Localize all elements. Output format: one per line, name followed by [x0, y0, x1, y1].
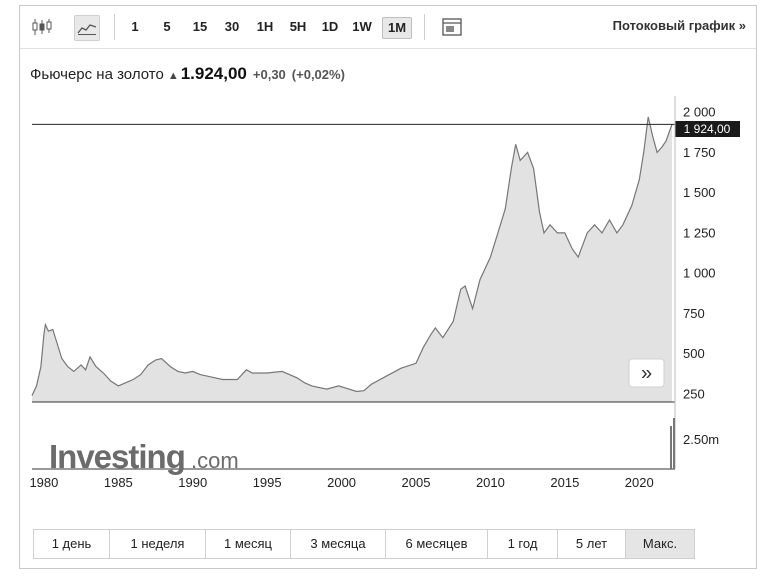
scroll-forward-button[interactable]: » [628, 358, 665, 388]
range-1-week[interactable]: 1 неделя [110, 530, 206, 558]
investing-logo: Investing .com [49, 438, 239, 475]
interval-1h[interactable]: 1H [256, 19, 274, 34]
chart-widget: 1 5 15 30 1H 5H 1D 1W 1M Потоковый графи… [19, 5, 757, 569]
price-change-percent: (+0,02%) [291, 67, 345, 82]
price-series-line [31, 116, 673, 396]
x-tick-label: 1990 [178, 475, 207, 490]
interval-15min[interactable]: 15 [192, 19, 208, 34]
interval-1m[interactable]: 1M [382, 17, 412, 39]
y-tick-label: 1 250 [683, 225, 716, 240]
volume-bars [670, 418, 675, 469]
chart-toolbar: 1 5 15 30 1H 5H 1D 1W 1M Потоковый графи… [20, 6, 756, 49]
price-area-fill [32, 116, 672, 403]
x-tick-label: 2015 [550, 475, 579, 490]
interval-1d[interactable]: 1D [321, 19, 339, 34]
x-tick-label: 1980 [29, 475, 58, 490]
toolbar-separator [424, 14, 425, 40]
range-selector: 1 день 1 неделя 1 месяц 3 месяца 6 месяц… [33, 529, 695, 559]
y-tick-label: 500 [683, 346, 705, 361]
y-tick-label: 750 [683, 306, 705, 321]
current-price-label: 1 924,00 [684, 122, 731, 136]
x-axis: 1980 1985 1990 1995 2000 2005 2010 2015 2020 [29, 475, 653, 490]
range-1-year[interactable]: 1 год [488, 530, 558, 558]
last-price: 1.924,00 [180, 64, 247, 83]
double-chevron-right-icon: » [641, 363, 652, 385]
area-chart-icon[interactable] [74, 15, 100, 41]
logo-suffix: .com [191, 448, 239, 473]
y-tick-label: 1 000 [683, 266, 716, 281]
range-3-months[interactable]: 3 месяца [291, 530, 386, 558]
instrument-name: Фьючерс на золото [30, 66, 164, 83]
layout-panel-icon[interactable] [440, 15, 464, 39]
range-6-months[interactable]: 6 месяцев [386, 530, 488, 558]
current-price-tag: 1 924,00 [675, 121, 740, 137]
logo-main: Investing [49, 438, 185, 475]
range-1-day[interactable]: 1 день [34, 530, 110, 558]
toolbar-separator [114, 14, 115, 40]
volume-scale-label: 2.50m [683, 432, 719, 447]
x-tick-label: 2020 [625, 475, 654, 490]
range-max[interactable]: Макс. [626, 530, 694, 558]
y-tick-label: 1 750 [683, 145, 716, 160]
range-5-years[interactable]: 5 лет [558, 530, 626, 558]
range-1-month[interactable]: 1 месяц [206, 530, 291, 558]
interval-30min[interactable]: 30 [224, 19, 240, 34]
x-tick-label: 2005 [402, 475, 431, 490]
interval-5h[interactable]: 5H [289, 19, 307, 34]
price-change: +0,30 [252, 67, 286, 82]
x-tick-label: 1985 [104, 475, 133, 490]
x-tick-label: 2000 [327, 475, 356, 490]
interval-1min[interactable]: 1 [131, 19, 139, 34]
x-tick-label: 2010 [476, 475, 505, 490]
quote-header: Фьючерс на золото ▲ 1.924,00 +0,30 (+0,02%) [30, 62, 345, 86]
y-tick-label: 2 000 [683, 105, 716, 120]
y-tick-label: 250 [683, 386, 705, 401]
interval-5min[interactable]: 5 [163, 19, 171, 34]
y-axis: 250 500 750 1 000 1 250 1 500 1 750 2 000 [683, 105, 716, 402]
interval-1w[interactable]: 1W [352, 19, 372, 34]
candlestick-chart-icon[interactable] [30, 15, 54, 39]
x-tick-label: 1995 [253, 475, 282, 490]
stream-chart-link[interactable]: Потоковый график » [612, 18, 746, 33]
y-tick-label: 1 500 [683, 185, 716, 200]
up-arrow-icon: ▲ [167, 70, 179, 82]
